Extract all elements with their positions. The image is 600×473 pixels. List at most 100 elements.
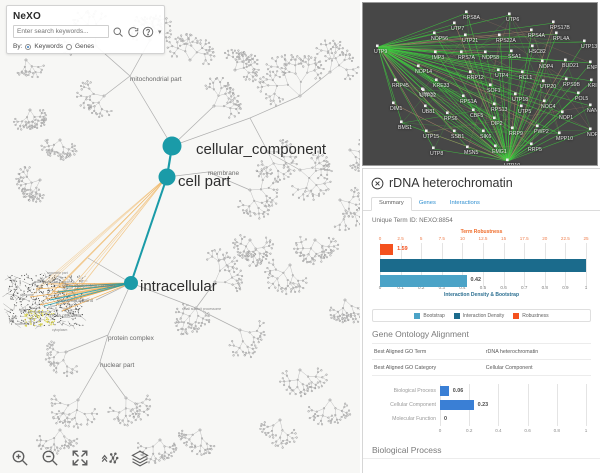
zoom-in-icon[interactable] bbox=[11, 449, 29, 467]
refresh-icon[interactable] bbox=[127, 26, 139, 38]
biological-process-title: Biological Process bbox=[363, 440, 600, 459]
unique-term-id: Unique Term ID: NEXO:8854 bbox=[372, 217, 453, 224]
go-chart-tick: 0 bbox=[438, 428, 442, 433]
go-chart-tick: 0.4 bbox=[495, 428, 502, 433]
go-chart-gridline bbox=[556, 384, 558, 426]
tab-interactions[interactable]: Interactions bbox=[449, 200, 480, 207]
gene-ontology-table: Best Aligned GO Term rDNA heterochromati… bbox=[372, 343, 591, 376]
go-category-label: Biological Process bbox=[393, 388, 436, 394]
radio-genes-label: Genes bbox=[74, 43, 95, 50]
bar-value-robustness: 1.59 bbox=[397, 246, 408, 252]
go-category-value: Cellular Component bbox=[485, 364, 533, 371]
gene-ontology-alignment-title: Gene Ontology Alignment bbox=[372, 329, 469, 339]
go-category-alignment-chart: 0 0.2 0.4 0.6 0.8 1 Biological Process 0.06 Cell… bbox=[372, 382, 591, 440]
bar-bootstrap[interactable] bbox=[380, 275, 467, 287]
table-row: Best Aligned GO Category Cellular Compon… bbox=[372, 360, 591, 376]
go-category-value: 0.23 bbox=[477, 402, 489, 408]
chart-bottom-tick: 0.9 bbox=[562, 285, 569, 290]
search-input[interactable] bbox=[13, 25, 109, 38]
chart-top-tick: 7.5 bbox=[438, 236, 445, 241]
chart-bottom-tick: 0.8 bbox=[541, 285, 548, 290]
legend-swatch-robustness bbox=[513, 312, 520, 319]
go-category-value: 0 bbox=[444, 416, 447, 422]
term-info-panel[interactable]: rDNA heterochromatin Summary Genes Inter… bbox=[362, 168, 600, 473]
bar-interaction-density[interactable] bbox=[380, 259, 586, 272]
chart-bottom-tick: 0.3 bbox=[438, 285, 445, 290]
chart-bottom-tick: 0.1 bbox=[397, 285, 404, 290]
legend-swatch-bootstrap bbox=[414, 312, 421, 319]
go-chart-gridline bbox=[498, 384, 500, 426]
chart-top-tick: 2.5 bbox=[397, 236, 404, 241]
go-category-key: Best Aligned GO Category bbox=[374, 364, 437, 371]
zoom-out-icon[interactable] bbox=[41, 449, 59, 467]
chart-top-tick: 0 bbox=[378, 236, 382, 241]
go-chart-tick: 0.8 bbox=[553, 428, 560, 433]
chart-bottom-tick: 0.5 bbox=[479, 285, 487, 290]
legend-item-bootstrap[interactable]: Bootstrap bbox=[414, 312, 445, 319]
radio-genes[interactable] bbox=[65, 43, 72, 50]
chart-bottom-tick: 0.7 bbox=[520, 285, 528, 290]
collapse-network-icon[interactable] bbox=[101, 449, 119, 467]
go-category-value: 0.06 bbox=[452, 388, 464, 394]
close-icon[interactable] bbox=[371, 177, 384, 190]
go-term-value: rDNA heterochromatin bbox=[485, 348, 539, 355]
info-tabs[interactable]: Summary Genes Interactions bbox=[363, 193, 600, 211]
go-chart-gridline bbox=[527, 384, 529, 426]
chart-bottom-tick: 0 bbox=[378, 285, 382, 290]
go-term-key: Best Aligned GO Term bbox=[374, 348, 427, 355]
go-category-label: Cellular Component bbox=[390, 402, 436, 408]
search-by-row[interactable]: By: Keywords Genes bbox=[13, 43, 158, 50]
fit-screen-icon[interactable] bbox=[71, 449, 89, 467]
help-icon[interactable] bbox=[142, 26, 154, 38]
bar-value-bootstrap: 0.42 bbox=[470, 277, 482, 283]
go-chart-tick: 1 bbox=[584, 428, 588, 433]
legend-item-robustness[interactable]: Robustness bbox=[513, 312, 549, 319]
tab-genes[interactable]: Genes bbox=[418, 200, 436, 207]
chart-bottom-tick: 0.2 bbox=[417, 285, 425, 290]
layers-icon[interactable] bbox=[131, 449, 149, 467]
tree-toolbar[interactable] bbox=[0, 443, 360, 473]
search-row[interactable]: ▾ bbox=[13, 25, 162, 38]
radio-keywords-label: Keywords bbox=[34, 43, 63, 50]
go-chart-gridline bbox=[586, 384, 587, 426]
chevron-down-icon[interactable]: ▾ bbox=[158, 28, 162, 36]
page-title: rDNA heterochromatin bbox=[389, 176, 513, 190]
chart-gridline bbox=[586, 243, 587, 287]
chart-top-tick: 22.5 bbox=[560, 236, 570, 241]
legend-label-interaction-density: Interaction Density bbox=[462, 312, 505, 319]
legend-item-interaction-density[interactable]: Interaction Density bbox=[453, 312, 505, 319]
chart-top-tick: 12.5 bbox=[478, 236, 488, 241]
legend-label-robustness: Robustness bbox=[522, 312, 549, 319]
chart-bottom-tick: 1 bbox=[584, 285, 588, 290]
legend-swatch-interaction-density bbox=[453, 312, 460, 319]
chart-top-tick: 5 bbox=[419, 236, 423, 241]
bar-robustness[interactable] bbox=[380, 244, 394, 255]
chart-legend[interactable]: Bootstrap Interaction Density Robustness bbox=[372, 309, 591, 322]
legend-label-bootstrap: Bootstrap bbox=[423, 312, 445, 319]
term-robustness-chart: Term Robustness Interaction Density & Boo… bbox=[372, 229, 591, 307]
chart-top-tick: 10 bbox=[459, 236, 465, 241]
go-category-bar[interactable] bbox=[440, 386, 449, 396]
chart-bottom-tick: 0.6 bbox=[500, 285, 507, 290]
chart-top-axis-title: Term Robustness bbox=[460, 229, 503, 235]
ontology-tree-graph[interactable] bbox=[0, 0, 360, 473]
chart-top-tick: 15 bbox=[501, 236, 507, 241]
chart-top-tick: 20 bbox=[542, 236, 548, 241]
chart-top-tick: 25 bbox=[583, 236, 589, 241]
app-title: NeXO bbox=[13, 11, 42, 22]
search-icon[interactable] bbox=[112, 26, 124, 38]
chart-bottom-tick: 0.4 bbox=[459, 285, 466, 290]
chart-top-tick: 17.5 bbox=[519, 236, 529, 241]
table-row: Best Aligned GO Term rDNA heterochromati… bbox=[372, 344, 591, 360]
tab-summary[interactable]: Summary bbox=[371, 197, 412, 211]
gene-interaction-network[interactable]: RPS8A UTP6 UTP7 RPS17B NOP56 UTP21 RPS22A RPS4A… bbox=[362, 2, 598, 166]
search-panel[interactable]: NeXO ▾ By: Keywords Ge bbox=[6, 5, 165, 54]
go-chart-tick: 0.2 bbox=[465, 428, 473, 433]
search-by-label: By: bbox=[13, 43, 23, 50]
ontology-tree-panel[interactable]: cellular_component cell part intracellular… bbox=[0, 0, 360, 473]
chart-bottom-axis-title: Interaction Density & Bootstrap bbox=[443, 292, 519, 298]
network-graph[interactable] bbox=[363, 3, 598, 166]
go-category-bar[interactable] bbox=[440, 400, 474, 410]
radio-keywords[interactable] bbox=[25, 43, 32, 50]
